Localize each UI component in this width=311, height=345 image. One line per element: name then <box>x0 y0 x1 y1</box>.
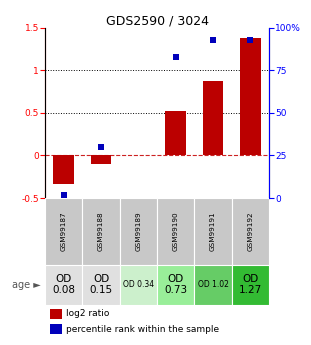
Bar <box>82 265 120 305</box>
Bar <box>194 198 232 265</box>
Text: OD
0.73: OD 0.73 <box>164 274 187 295</box>
Text: OD
1.27: OD 1.27 <box>239 274 262 295</box>
Bar <box>45 198 82 265</box>
Bar <box>120 198 157 265</box>
Text: GSM99190: GSM99190 <box>173 212 179 252</box>
Bar <box>157 198 194 265</box>
Text: OD
0.15: OD 0.15 <box>90 274 113 295</box>
Bar <box>203 81 223 156</box>
Bar <box>53 156 74 184</box>
Bar <box>49 324 62 334</box>
Text: OD 1.02: OD 1.02 <box>197 280 229 289</box>
Text: percentile rank within the sample: percentile rank within the sample <box>66 325 220 334</box>
Bar <box>49 309 62 319</box>
Bar <box>120 265 157 305</box>
Bar <box>82 198 120 265</box>
Bar <box>240 38 261 156</box>
Text: GSM99188: GSM99188 <box>98 212 104 252</box>
Text: log2 ratio: log2 ratio <box>66 309 110 318</box>
Text: GSM99191: GSM99191 <box>210 212 216 252</box>
Bar <box>157 265 194 305</box>
Bar <box>165 111 186 156</box>
Bar <box>45 265 82 305</box>
Text: GSM99192: GSM99192 <box>247 212 253 252</box>
Text: age ►: age ► <box>12 280 41 290</box>
Title: GDS2590 / 3024: GDS2590 / 3024 <box>105 14 209 28</box>
Bar <box>232 265 269 305</box>
Bar <box>232 198 269 265</box>
Text: OD 0.34: OD 0.34 <box>123 280 154 289</box>
Bar <box>91 156 111 164</box>
Text: OD
0.08: OD 0.08 <box>52 274 75 295</box>
Bar <box>194 265 232 305</box>
Text: GSM99189: GSM99189 <box>135 212 142 252</box>
Text: GSM99187: GSM99187 <box>61 212 67 252</box>
